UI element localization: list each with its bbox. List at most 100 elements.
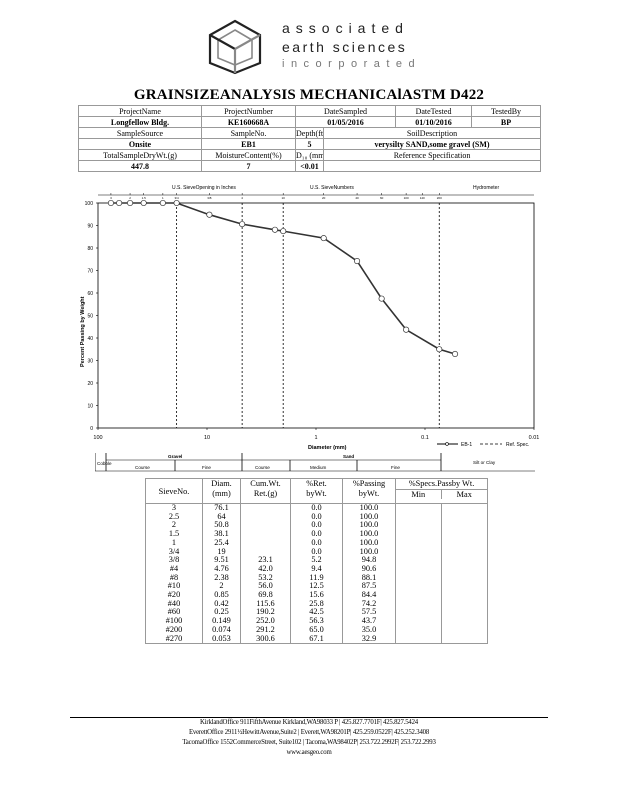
data-point xyxy=(127,199,134,207)
header-pass-unit: byWt. xyxy=(358,488,380,498)
cell-cum xyxy=(240,538,291,548)
cell-max xyxy=(441,564,488,574)
sieve-numbers-label: U.S. SieveNumbers xyxy=(310,185,354,191)
header-sieve-no-text: SieveNo. xyxy=(158,487,190,496)
moisture-content-value: 7 xyxy=(201,160,296,172)
logo-text-line3: incorporated xyxy=(282,58,422,70)
cell-pass: 32.9 xyxy=(342,634,396,645)
data-point xyxy=(107,199,114,207)
cell-min xyxy=(395,521,442,531)
cell-min xyxy=(395,599,442,609)
sample-source-label: SampleSource xyxy=(78,127,202,139)
cell-max xyxy=(441,512,488,522)
data-point xyxy=(320,235,327,242)
cell-sieve: #270 xyxy=(145,634,203,645)
data-point xyxy=(140,199,147,207)
top-tick-label: 10 xyxy=(282,196,286,200)
gravel-coarse-label: Course xyxy=(135,465,150,470)
cell-min xyxy=(395,582,442,592)
data-point xyxy=(378,295,385,302)
project-name-value: Longfellow Bldg. xyxy=(78,116,202,128)
x-tick-label: 1 xyxy=(314,435,317,441)
project-info-table: ProjectName ProjectNumber DateSampled Da… xyxy=(78,105,542,172)
cell-max xyxy=(441,503,488,513)
x-tick-label: 100 xyxy=(93,435,102,441)
header-cum-text: Cum.Wt. xyxy=(250,479,281,488)
page-title: GRAINSIZEANALYSIS MECHANICAlASTM D422 xyxy=(133,87,485,103)
header-specs-text: %Specs.Passby Wt. xyxy=(408,479,475,488)
sample-source-value: Onsite xyxy=(78,138,202,150)
cell-cum xyxy=(240,512,291,522)
top-tick-label: 20 xyxy=(322,196,326,200)
cell-max xyxy=(441,547,488,557)
table-row: #8 2.38 53.2 11.9 88.1 xyxy=(145,573,488,583)
date-sampled-label: DateSampled xyxy=(294,105,397,117)
data-point xyxy=(271,226,279,233)
top-tick-label: 2 xyxy=(129,196,131,200)
top-tick-label: 1 xyxy=(162,196,164,200)
cobble-label: Cobble xyxy=(97,461,112,466)
cell-max xyxy=(441,556,488,565)
data-point xyxy=(436,346,443,353)
cell-max xyxy=(441,530,488,539)
y-tick-label: 70 xyxy=(87,268,93,274)
cell-cum xyxy=(240,503,291,513)
cell-max xyxy=(441,617,488,626)
project-number-label: ProjectNumber xyxy=(201,105,296,117)
moisture-content-label: MoistureContent(%) xyxy=(201,149,296,161)
header-pass-text: %Passing xyxy=(352,479,386,488)
date-tested-label: DateTested xyxy=(395,105,473,117)
depth-value: 5 xyxy=(295,138,324,150)
table-row: 2.5 64 0.0 100.0 xyxy=(145,512,488,522)
top-tick-label: 100 xyxy=(404,196,409,200)
footer-rule xyxy=(70,717,548,718)
y-tick-label: 80 xyxy=(87,246,93,252)
header-ret: %Ret. byWt. xyxy=(290,478,343,504)
header-specs: %Specs.Passby Wt. Min Max xyxy=(395,478,488,504)
table-row: 1.5 38.1 0.0 100.0 xyxy=(145,529,488,539)
y-tick-label: 0 xyxy=(90,426,93,432)
hydrometer-label: Hydrometer xyxy=(473,185,499,191)
sample-no-value: EB1 xyxy=(201,138,296,150)
y-tick-label: 10 xyxy=(87,403,93,409)
table-row: 3/8 9.51 23.1 5.2 94.8 xyxy=(145,556,488,565)
table-row: #100 0.149 252.0 56.3 43.7 xyxy=(145,616,488,626)
cell-max xyxy=(441,599,488,609)
header-diam-text: Diam. xyxy=(211,479,232,488)
y-tick-label: 50 xyxy=(87,313,93,319)
soil-description-value: verysilty SAND,some gravel (SM) xyxy=(322,138,542,150)
gravel-label: Gravel xyxy=(168,454,182,459)
table-row: #20 0.85 69.8 15.6 84.4 xyxy=(145,590,488,600)
silt-clay-label: Silt or Clay xyxy=(473,460,496,465)
table-row: #40 0.42 115.6 25.8 74.2 xyxy=(145,599,488,609)
header-sieve-no: SieveNo. xyxy=(145,478,203,504)
top-tick-label: 60 xyxy=(380,196,384,200)
sand-medium-label: Medium xyxy=(310,465,327,470)
reference-specification-value xyxy=(322,160,542,172)
cell-min xyxy=(395,512,442,522)
footer-everett: EverettOffice 2911½HewittAvenue,Suite2 |… xyxy=(188,729,430,736)
cell-max xyxy=(441,521,488,531)
top-tick-label: 140 xyxy=(420,196,425,200)
table-row: 3/4 19 0.0 100.0 xyxy=(145,547,488,557)
data-point xyxy=(116,199,123,207)
data-point xyxy=(239,221,246,228)
y-tick-label: 20 xyxy=(87,381,93,387)
cell-max xyxy=(441,625,488,635)
table-row: #200 0.074 291.2 65.0 35.0 xyxy=(145,625,488,635)
cell-min xyxy=(395,547,442,557)
table-row: 1 25.4 0.0 100.0 xyxy=(145,538,488,548)
sieve-opening-label: U.S. SieveOpening in Inches xyxy=(172,185,236,191)
header-cum-unit: Ret.(g) xyxy=(253,488,278,498)
project-number-value: KE160668A xyxy=(201,116,296,128)
d10-value: <0.01 xyxy=(295,160,324,172)
data-point xyxy=(206,211,213,218)
cell-min xyxy=(395,591,442,600)
table-row: #10 2 56.0 12.5 87.5 xyxy=(145,582,488,592)
header-cum-wt: Cum.Wt. Ret.(g) xyxy=(240,478,291,504)
data-point xyxy=(403,326,410,333)
footer-website: www.aesgeo.com xyxy=(286,749,332,756)
cell-min xyxy=(395,573,442,583)
cell-cum xyxy=(240,521,291,531)
cell-min xyxy=(395,625,442,635)
